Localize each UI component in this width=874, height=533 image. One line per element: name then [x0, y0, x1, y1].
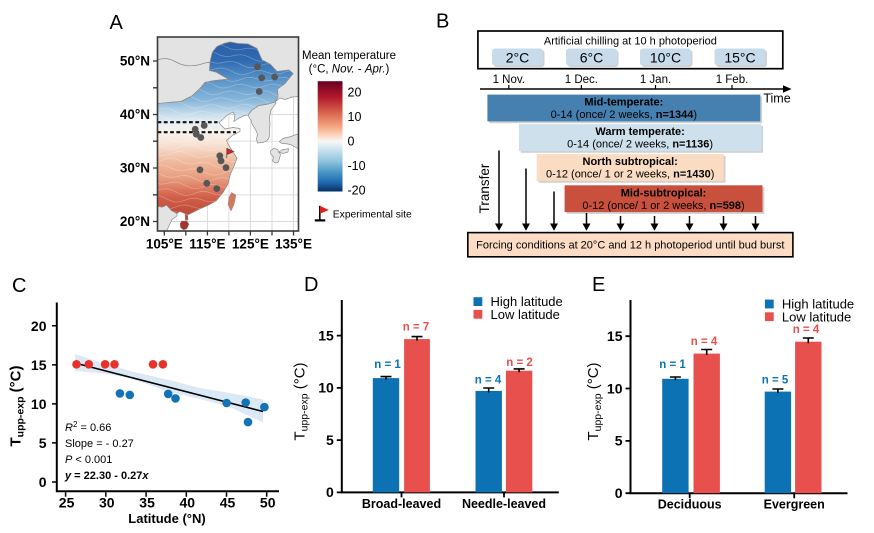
svg-text:Broad-leaved: Broad-leaved [362, 497, 441, 511]
svg-text:North subtropical:: North subtropical: [583, 156, 678, 168]
svg-text:1 Jan.: 1 Jan. [640, 74, 671, 86]
svg-text:Needle-leaved: Needle-leaved [462, 497, 546, 511]
svg-text:Experimental site: Experimental site [333, 209, 412, 220]
svg-text:10°C: 10°C [650, 50, 681, 66]
svg-text:40: 40 [180, 495, 196, 511]
svg-text:(°C, Nov. - Apr.): (°C, Nov. - Apr.) [309, 64, 390, 76]
svg-text:D: D [304, 274, 318, 296]
svg-text:Transfer: Transfer [477, 163, 492, 213]
svg-text:Deciduous: Deciduous [658, 498, 722, 512]
svg-text:n = 5: n = 5 [762, 375, 789, 387]
svg-text:Warm temperate:: Warm temperate: [595, 126, 684, 138]
svg-text:0: 0 [39, 474, 47, 490]
svg-text:Mid-temperate:: Mid-temperate: [584, 97, 663, 109]
svg-text:Evergreen: Evergreen [764, 498, 825, 512]
svg-text:50°N: 50°N [120, 54, 150, 69]
svg-text:10: 10 [31, 396, 47, 412]
svg-text:Time: Time [763, 92, 790, 106]
svg-text:Artificial chilling at 10 h ph: Artificial chilling at 10 h photoperiod [544, 36, 717, 48]
svg-text:30°N: 30°N [120, 161, 150, 176]
svg-text:15°C: 15°C [724, 50, 755, 66]
svg-text:5: 5 [615, 433, 623, 449]
svg-text:35: 35 [139, 495, 155, 511]
svg-text:10: 10 [607, 380, 623, 396]
svg-text:n = 4: n = 4 [691, 336, 718, 348]
svg-text:High latitude: High latitude [782, 297, 854, 312]
svg-text:-20: -20 [348, 184, 366, 198]
svg-text:n = 4: n = 4 [475, 375, 502, 387]
svg-text:5: 5 [39, 435, 47, 451]
svg-text:n = 2: n = 2 [506, 357, 533, 369]
svg-text:0: 0 [615, 485, 623, 501]
svg-text:50: 50 [260, 495, 276, 511]
svg-text:B: B [436, 11, 449, 33]
svg-text:15: 15 [318, 327, 334, 343]
svg-text:45: 45 [220, 495, 236, 511]
svg-text:10: 10 [318, 380, 334, 396]
svg-text:Tupp-exp (°C): Tupp-exp (°C) [8, 365, 27, 446]
svg-text:15: 15 [31, 357, 47, 373]
svg-text:n = 4: n = 4 [793, 324, 820, 336]
svg-text:135°E: 135°E [275, 237, 312, 252]
svg-text:20: 20 [31, 318, 47, 334]
svg-text:Forcing conditions at 20°C and: Forcing conditions at 20°C and 12 h phot… [476, 240, 784, 252]
svg-text:y = 22.30 - 0.27x: y = 22.30 - 0.27x [64, 470, 149, 482]
svg-text:R2 = 0.66: R2 = 0.66 [65, 420, 111, 434]
svg-text:High latitude: High latitude [491, 294, 563, 309]
svg-text:Low latitude: Low latitude [491, 307, 560, 322]
svg-text:10: 10 [348, 110, 362, 124]
svg-text:n = 1: n = 1 [374, 359, 401, 371]
svg-text:125°E: 125°E [232, 237, 269, 252]
svg-text:1 Feb.: 1 Feb. [716, 74, 749, 86]
svg-text:0-12 (once/ 1 or 2 weeks, n=14: 0-12 (once/ 1 or 2 weeks, n=1430) [546, 169, 714, 181]
svg-text:Latitude (°N): Latitude (°N) [128, 511, 205, 526]
svg-text:C: C [12, 275, 26, 297]
svg-text:0-12 (once/ 1 or 2 weeks, n=59: 0-12 (once/ 1 or 2 weeks, n=598) [582, 200, 744, 212]
svg-text:A: A [110, 12, 124, 34]
svg-text:5: 5 [326, 432, 334, 448]
svg-text:1 Nov.: 1 Nov. [493, 74, 525, 86]
svg-text:25: 25 [59, 495, 75, 511]
svg-text:Low latitude: Low latitude [782, 309, 851, 324]
svg-text:n = 7: n = 7 [403, 322, 430, 334]
svg-text:-10: -10 [348, 159, 366, 173]
svg-text:6°C: 6°C [580, 50, 604, 66]
svg-text:115°E: 115°E [189, 237, 225, 252]
svg-text:1 Dec.: 1 Dec. [565, 74, 598, 86]
svg-text:P < 0.001: P < 0.001 [65, 454, 112, 466]
svg-text:0-14 (once/ 2 weeks, n=1136): 0-14 (once/ 2 weeks, n=1136) [567, 139, 713, 151]
svg-text:15: 15 [607, 328, 623, 344]
svg-text:20°N: 20°N [120, 214, 150, 229]
svg-text:0-14 (once/ 2 weeks, n=1344): 0-14 (once/ 2 weeks, n=1344) [551, 109, 697, 121]
svg-text:Mid-subtropical:: Mid-subtropical: [621, 187, 707, 199]
svg-text:Mean temperature: Mean temperature [302, 50, 396, 62]
svg-text:20: 20 [348, 86, 362, 100]
svg-text:105°E: 105°E [146, 237, 183, 252]
svg-text:2°C: 2°C [506, 50, 530, 66]
svg-text:40°N: 40°N [120, 107, 150, 122]
svg-text:n = 1: n = 1 [659, 359, 686, 371]
svg-text:Slope = - 0.27: Slope = - 0.27 [65, 438, 134, 450]
svg-text:0: 0 [326, 484, 334, 500]
svg-text:E: E [592, 274, 605, 296]
svg-text:30: 30 [99, 495, 115, 511]
svg-text:0: 0 [348, 135, 355, 149]
